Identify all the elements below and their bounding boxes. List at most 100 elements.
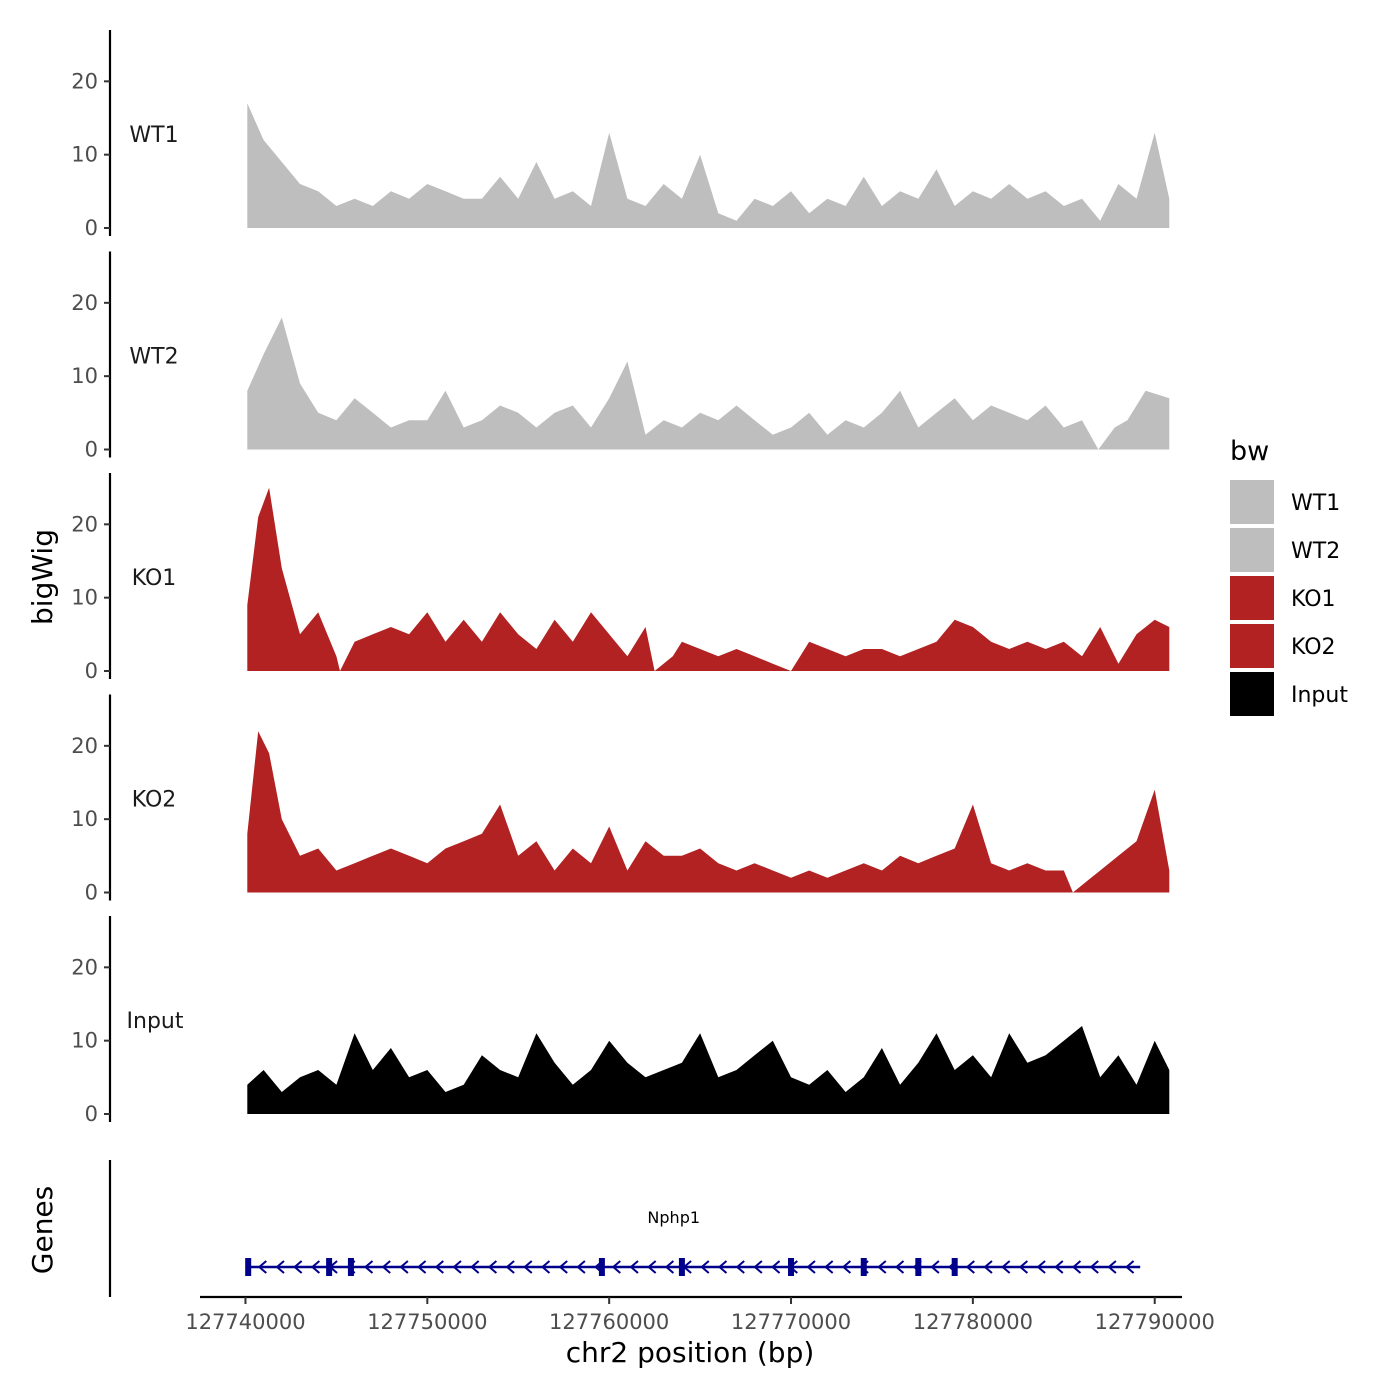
- strand-arrow: [470, 1260, 480, 1274]
- strand-arrow: [930, 1260, 940, 1274]
- strand-arrow: [363, 1260, 374, 1274]
- y-tick-label: 10: [71, 143, 98, 167]
- strand-arrow: [381, 1260, 391, 1274]
- y-tick-label: 20: [71, 955, 98, 979]
- strand-arrow: [1036, 1260, 1046, 1274]
- strand-arrow: [717, 1260, 728, 1274]
- legend-label: Input: [1291, 683, 1348, 708]
- y-tick-label: 10: [71, 586, 98, 610]
- legend-title: bw: [1230, 436, 1269, 467]
- strand-arrow: [257, 1260, 267, 1274]
- exon: [860, 1258, 867, 1276]
- exon: [788, 1258, 795, 1276]
- y-tick-label: 10: [71, 807, 98, 831]
- x-tick-label: 127780000: [913, 1310, 1033, 1334]
- gene-track: Nphp1: [108, 1160, 1141, 1297]
- strand-arrow: [310, 1260, 321, 1274]
- exon: [951, 1258, 958, 1276]
- strand-arrow: [1071, 1260, 1082, 1274]
- legend-label: WT2: [1291, 539, 1340, 564]
- legend-swatch-wt1: [1230, 480, 1274, 524]
- strand-arrow: [983, 1260, 993, 1274]
- track-label: WT1: [129, 123, 178, 148]
- exon: [678, 1258, 685, 1276]
- track-input: 0 10 20 Input: [71, 916, 1170, 1126]
- track-label: KO1: [132, 566, 177, 591]
- y-tick-label: 10: [71, 364, 98, 388]
- strand-arrow: [1001, 1260, 1011, 1274]
- signal-area-ko2: [247, 731, 1170, 893]
- legend-items: WT1 WT2 KO1 KO2 Input: [1230, 480, 1348, 716]
- y-tick-label: 0: [85, 881, 98, 905]
- legend-swatch-input: [1230, 672, 1274, 716]
- tracks-layer: 0 10 20 WT1 0 10 20 WT2 0 10 20 KO1 0 10 20 KO2 0 10 20 Inp…: [71, 30, 1170, 1126]
- x-tick-label: 127750000: [367, 1310, 487, 1334]
- exon: [326, 1258, 333, 1276]
- strand-arrow: [558, 1260, 568, 1274]
- strand-arrow: [487, 1260, 498, 1274]
- strand-arrow: [576, 1260, 586, 1274]
- y-tick-label: 0: [85, 438, 98, 462]
- track-label: WT2: [129, 345, 178, 370]
- legend-swatch-ko2: [1230, 624, 1274, 668]
- signal-area-input: [247, 1026, 1170, 1114]
- exon: [915, 1258, 922, 1276]
- legend: bw WT1 WT2 KO1 KO2 Input: [1230, 436, 1348, 716]
- exon: [347, 1258, 354, 1276]
- strand-arrow: [434, 1260, 444, 1274]
- y-tick-label: 0: [85, 1102, 98, 1126]
- y-tick-label: 20: [71, 291, 98, 315]
- strand-arrow: [753, 1260, 763, 1274]
- strand-arrow: [1089, 1260, 1099, 1274]
- strand-arrow: [894, 1260, 905, 1274]
- strand-arrow: [293, 1260, 303, 1274]
- strand-arrow: [1125, 1260, 1135, 1274]
- track-ko2: 0 10 20 KO2: [71, 694, 1170, 905]
- track-wt2: 0 10 20 WT2: [71, 251, 1170, 462]
- x-tick-label: 127740000: [185, 1310, 305, 1334]
- exon: [598, 1258, 605, 1276]
- strand-arrow: [1018, 1260, 1029, 1274]
- strand-arrow: [540, 1260, 551, 1274]
- strand-arrow: [877, 1260, 887, 1274]
- exon: [245, 1258, 252, 1276]
- y-tick-label: 20: [71, 734, 98, 758]
- strand-arrow: [523, 1260, 533, 1274]
- strand-arrow: [841, 1260, 852, 1274]
- strand-arrow: [1054, 1260, 1064, 1274]
- legend-label: KO1: [1291, 587, 1336, 612]
- y-tick-label: 0: [85, 216, 98, 240]
- signal-area-ko1: [247, 487, 1170, 671]
- track-ko1: 0 10 20 KO1: [71, 473, 1170, 683]
- x-axis: 127740000 127750000 127760000 127770000 1277…: [185, 1295, 1215, 1334]
- y-tick-label: 0: [85, 659, 98, 683]
- signal-area-wt2: [247, 317, 1170, 450]
- strand-arrow: [771, 1260, 781, 1274]
- y-tick-label: 10: [71, 1029, 98, 1053]
- x-tick-label: 127790000: [1095, 1310, 1215, 1334]
- y-axis-title: bigWig: [26, 529, 59, 625]
- strand-arrow: [664, 1260, 675, 1274]
- signal-area-wt1: [247, 103, 1170, 228]
- x-tick-label: 127760000: [549, 1310, 669, 1334]
- strand-arrow: [275, 1260, 285, 1274]
- strand-arrow: [965, 1260, 975, 1274]
- gene-track-title: Genes: [26, 1186, 59, 1274]
- strand-arrow: [700, 1260, 710, 1274]
- legend-label: KO2: [1291, 635, 1336, 660]
- legend-swatch-ko1: [1230, 576, 1274, 620]
- strand-arrow: [735, 1260, 745, 1274]
- strand-arrow: [629, 1260, 639, 1274]
- track-label: KO2: [132, 788, 177, 813]
- gene-label: Nphp1: [647, 1208, 700, 1227]
- legend-swatch-wt2: [1230, 528, 1274, 572]
- track-wt1: 0 10 20 WT1: [71, 30, 1170, 240]
- legend-label: WT1: [1291, 491, 1340, 516]
- strand-arrow: [505, 1260, 515, 1274]
- strand-arrow: [647, 1260, 657, 1274]
- x-axis-title: chr2 position (bp): [566, 1336, 815, 1369]
- strand-arrow: [806, 1260, 816, 1274]
- track-label: Input: [127, 1009, 184, 1034]
- y-tick-label: 20: [71, 69, 98, 93]
